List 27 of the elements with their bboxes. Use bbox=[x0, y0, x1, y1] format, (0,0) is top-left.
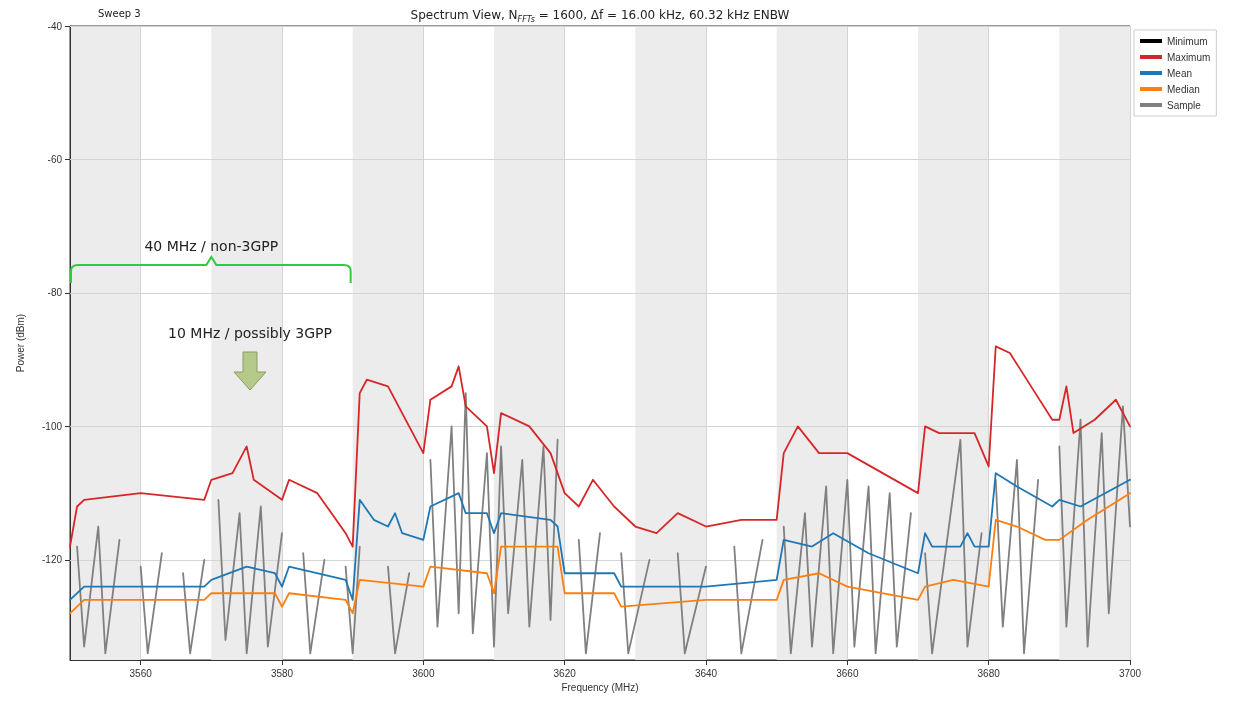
text: Sweep 3 bbox=[98, 7, 141, 19]
legend-label: Median bbox=[1167, 83, 1200, 95]
x-tick-label: 3660 bbox=[836, 667, 859, 679]
legend-label: Mean bbox=[1167, 67, 1193, 79]
x-tick-label: 3620 bbox=[553, 667, 577, 679]
x-axis-title: Frequency (MHz) bbox=[561, 682, 639, 694]
y-tick-label: -100 bbox=[41, 420, 63, 432]
x-tick-label: 3640 bbox=[694, 667, 718, 679]
line-series bbox=[69, 345, 1131, 548]
legend-label: Maximum bbox=[1167, 51, 1211, 63]
x-tick-label: 3560 bbox=[129, 667, 153, 679]
x-tick-label: 3680 bbox=[977, 667, 1001, 679]
annotation: 40 MHz / non-3GPP bbox=[144, 237, 279, 254]
legend-label: Sample bbox=[1167, 99, 1202, 111]
y-tick-label: -120 bbox=[41, 554, 63, 566]
line-series bbox=[69, 492, 1131, 615]
annotation: 10 MHz / possibly 3GPP bbox=[168, 325, 332, 341]
x-tick-label: 3600 bbox=[412, 667, 435, 679]
chart-title: Spectrum View, N$_{FFTs}$ = 1600, Δf = 16.00 kHz, 60.32 kHz ENBW bbox=[410, 8, 790, 25]
y-tick-label: -80 bbox=[47, 287, 63, 299]
line-series bbox=[69, 472, 1131, 601]
y-tick-label: -40 bbox=[47, 20, 63, 32]
x-tick-label: 3580 bbox=[270, 667, 294, 679]
y-axis-title: Power (dBm) bbox=[14, 313, 26, 373]
y-tick-label: -60 bbox=[47, 153, 63, 165]
legend-label: Minimum bbox=[1167, 35, 1208, 47]
x-tick-label: 3700 bbox=[1118, 667, 1142, 679]
